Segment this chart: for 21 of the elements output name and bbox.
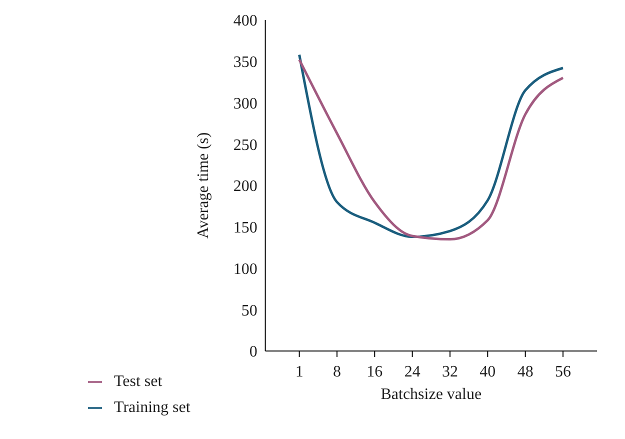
x-tick-label: 1 <box>295 363 304 380</box>
legend-label: Test set <box>114 373 162 390</box>
y-tick-label: 100 <box>233 260 258 278</box>
y-axis-title: Average time (s) <box>194 132 212 239</box>
legend-label: Training set <box>114 399 190 416</box>
y-tick-label: 400 <box>233 12 258 30</box>
x-tick-label: 48 <box>517 363 534 380</box>
x-axis-title: Batchsize value <box>380 386 482 403</box>
x-tick-label: 32 <box>442 363 458 380</box>
y-tick-label: 0 <box>249 344 258 361</box>
x-tick-label: 8 <box>332 363 341 380</box>
x-tick-label: 16 <box>366 363 383 380</box>
y-tick-label: 200 <box>233 178 258 196</box>
x-tick-label: 24 <box>404 363 420 380</box>
x-tick-label: 56 <box>555 363 571 380</box>
y-tick-label: 300 <box>233 95 258 112</box>
y-tick-label: 150 <box>233 220 258 237</box>
y-tick-label: 350 <box>233 54 258 72</box>
x-tick-label: 40 <box>480 363 496 380</box>
y-tick-label: 50 <box>241 302 258 320</box>
y-tick-label: 250 <box>233 136 258 154</box>
